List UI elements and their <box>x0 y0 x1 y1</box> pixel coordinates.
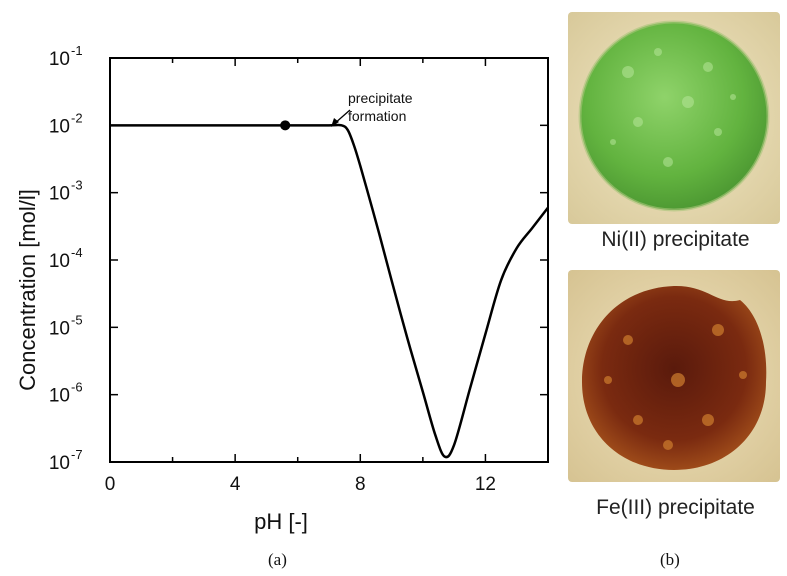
ni-precipitate-caption: Ni(II) precipitate <box>601 228 750 251</box>
data-marker <box>280 120 291 131</box>
annotation-line-2: formation <box>348 108 406 124</box>
panel-label-b: (b) <box>660 550 680 569</box>
y-tick-exponent: -2 <box>71 110 83 125</box>
y-tick-exponent: -4 <box>71 245 83 260</box>
y-tick-label: 10-1 <box>49 43 83 70</box>
y-tick-exponent: -1 <box>71 43 83 58</box>
y-tick-label: 10-5 <box>49 312 83 339</box>
y-tick-label: 10-3 <box>49 178 83 205</box>
plot-frame <box>109 57 549 463</box>
panel-label-a: (a) <box>268 550 287 569</box>
annotation-arrowhead <box>331 118 339 127</box>
y-tick-exponent: -7 <box>71 447 83 462</box>
annotation-precipitate-formation: precipitate formation <box>331 90 413 127</box>
ni-precipitate-photo <box>568 12 780 224</box>
y-axis-title: Concentration [mol/l] <box>15 189 40 391</box>
x-tick-label: 0 <box>105 474 116 495</box>
y-tick-label: 10-2 <box>49 110 83 137</box>
x-tick-label: 8 <box>355 474 366 495</box>
y-tick-labels: 10-1 10-2 10-3 10-4 10-5 10-6 10-7 <box>49 43 83 474</box>
y-tick-label: 10-7 <box>49 447 83 474</box>
concentration-chart: 0 4 8 12 10-1 10-2 10-3 10-4 10-5 10-6 10-7 preci… <box>15 43 549 534</box>
y-tick-exponent: -6 <box>71 380 83 395</box>
y-tick-label: 10-6 <box>49 380 83 407</box>
concentration-curve <box>109 123 549 459</box>
annotation-line-1: precipitate <box>348 90 413 106</box>
fe-precipitate-photo <box>568 270 780 482</box>
plot-axes <box>109 57 549 463</box>
y-tick-label: 10-4 <box>49 245 83 272</box>
tick-marks <box>109 57 549 463</box>
x-axis-title: pH [-] <box>254 509 308 534</box>
x-tick-labels: 0 4 8 12 <box>105 474 496 495</box>
x-tick-label: 4 <box>230 474 241 495</box>
y-tick-exponent: -3 <box>71 178 83 193</box>
y-tick-exponent: -5 <box>71 312 83 327</box>
x-tick-label: 12 <box>475 474 496 495</box>
fe-precipitate-caption: Fe(III) precipitate <box>596 496 755 519</box>
